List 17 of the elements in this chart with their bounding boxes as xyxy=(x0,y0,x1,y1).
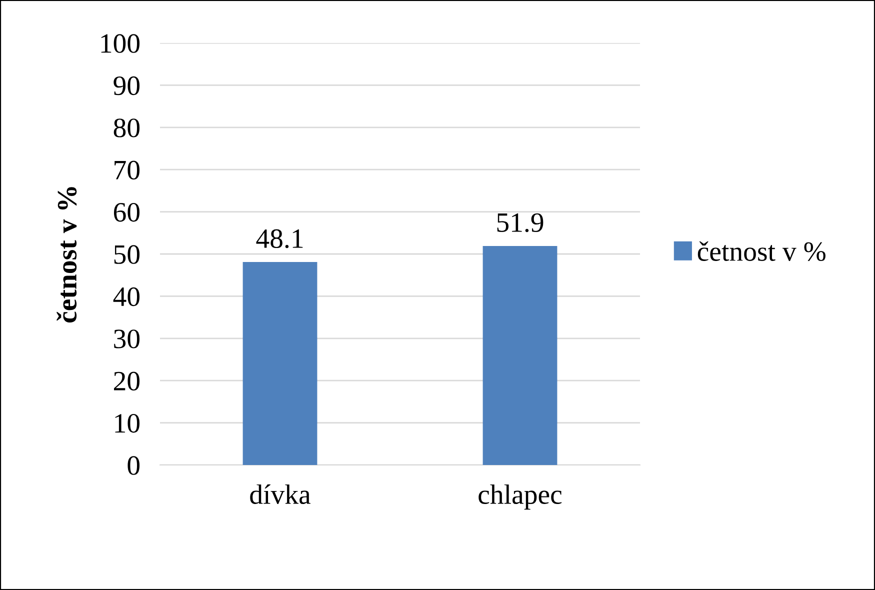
y-tick-label: 40 xyxy=(113,287,140,306)
y-tick-label: 0 xyxy=(128,456,140,475)
y-tick-label: 100 xyxy=(101,34,140,53)
data-label: 51.9 xyxy=(497,213,544,232)
y-tick-label: 20 xyxy=(114,372,140,391)
y-tick-label: 50 xyxy=(114,245,140,264)
legend-label: četnost v % xyxy=(698,241,826,262)
data-label: 48.1 xyxy=(256,229,303,248)
y-tick-label: 60 xyxy=(114,202,140,222)
y-axis-title: četnost v % xyxy=(56,187,77,322)
x-tick-label: dívka xyxy=(250,484,310,504)
y-tick-label: 10 xyxy=(115,414,140,433)
y-tick-label: 30 xyxy=(114,330,140,348)
x-tick-label: chlapec xyxy=(478,484,562,510)
y-tick-label: 70 xyxy=(114,160,140,180)
y-tick-label: 80 xyxy=(114,118,140,138)
y-tick-label: 90 xyxy=(114,76,140,96)
